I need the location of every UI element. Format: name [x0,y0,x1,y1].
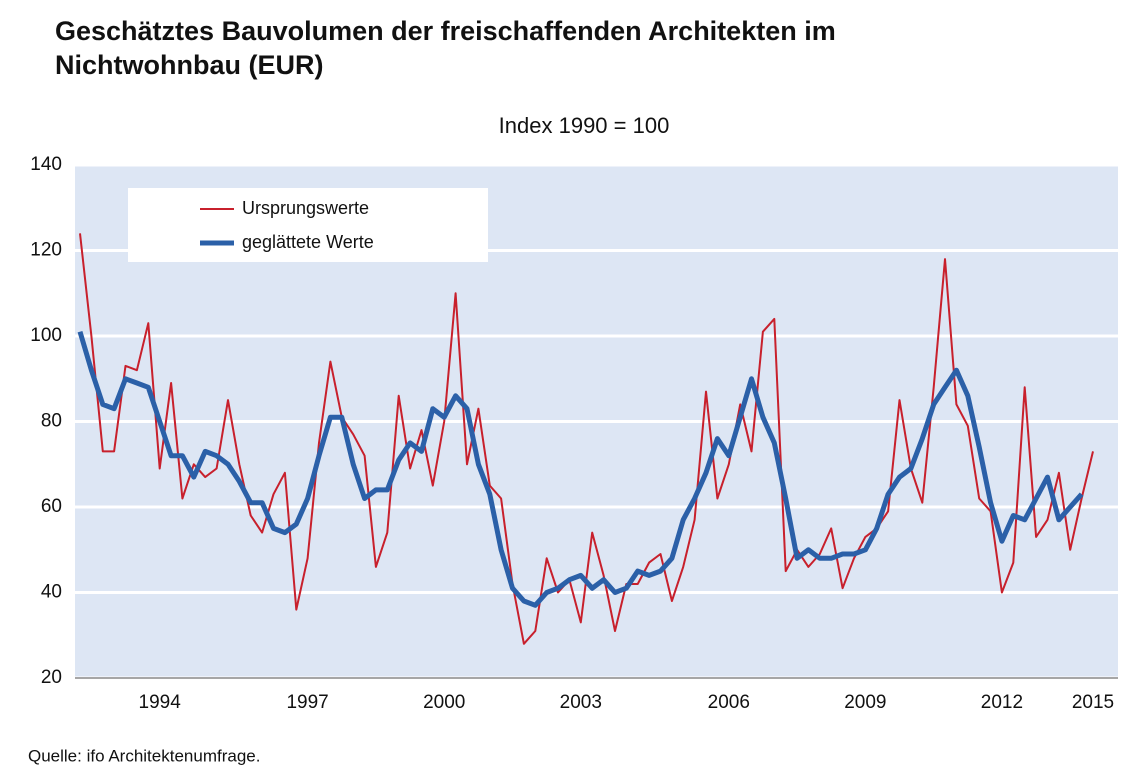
x-tick-label: 1997 [286,692,328,713]
y-tick-label: 20 [41,667,62,688]
y-tick-label: 40 [41,582,62,603]
y-tick-label: 140 [30,154,62,175]
x-tick-label: 2003 [560,692,602,713]
y-tick-label: 80 [41,411,62,432]
y-tick-label: 60 [41,496,62,517]
y-tick-label: 120 [30,240,62,261]
title-box: Geschätztes Bauvolumen der freischaffend… [55,16,836,80]
x-tick-label: 2006 [708,692,750,713]
legend [128,188,488,262]
chart-subtitle: Index 1990 = 100 [499,113,670,138]
x-tick-label: 2000 [423,692,465,713]
data-line [79,233,1094,645]
x-tick-label: 2009 [844,692,886,713]
data-line [77,330,1084,608]
legend-label: geglättete Werte [242,232,374,252]
x-tick-label: 2015 [1072,692,1114,713]
x-tick-label: 1994 [139,692,182,713]
chart-title: Geschätztes Bauvolumen der freischaffend… [55,16,836,80]
source-note: Quelle: ifo Architektenumfrage. [28,746,260,765]
y-tick-label: 100 [30,325,62,346]
legend-label: Ursprungswerte [242,198,369,218]
x-tick-label: 2012 [981,692,1023,713]
